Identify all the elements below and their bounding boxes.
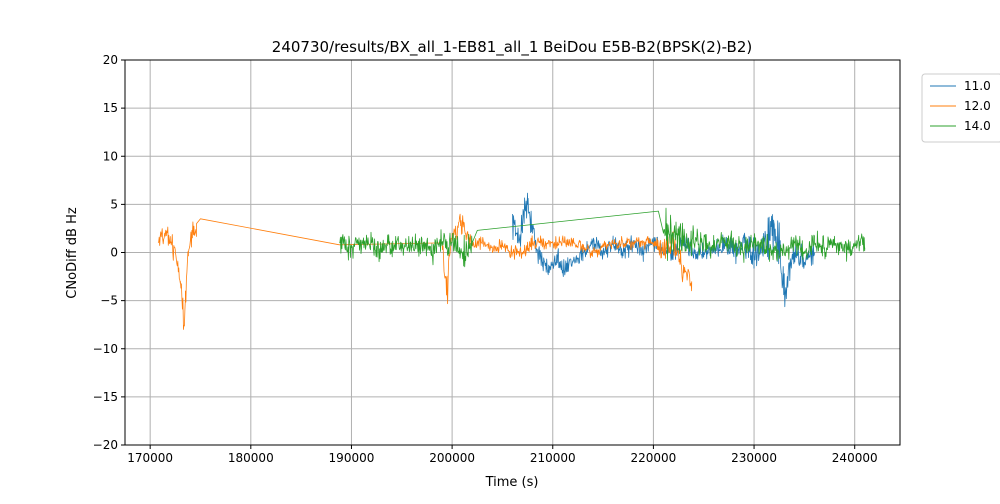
x-tick-label: 200000 [429, 451, 475, 465]
x-tick-label: 220000 [631, 451, 677, 465]
legend-label: 12.0 [964, 99, 991, 113]
x-tick-label: 240000 [832, 451, 878, 465]
y-tick-label: 10 [103, 149, 118, 163]
y-tick-label: −20 [93, 438, 118, 452]
chart-title: 240730/results/BX_all_1-EB81_all_1 BeiDo… [272, 38, 752, 57]
x-tick-label: 190000 [329, 451, 375, 465]
series-layer [157, 192, 866, 330]
y-tick-label: −10 [93, 342, 118, 356]
series-line-12.0 [157, 213, 693, 330]
x-tick-label: 230000 [731, 451, 777, 465]
y-tick-label: 20 [103, 53, 118, 67]
legend-box [921, 73, 1000, 143]
x-ticks: 170000 180000 190000 200000 210000 220000 2300… [127, 445, 878, 465]
y-tick-label: 15 [103, 101, 118, 115]
legend-label: 11.0 [964, 79, 991, 93]
series-line-14.0 [339, 207, 866, 268]
y-ticks: −20 −15 −10 −5 0 5 10 15 20 [93, 53, 125, 452]
x-tick-label: 210000 [530, 451, 576, 465]
y-tick-label: 0 [110, 246, 118, 260]
legend: 11.0 12.0 14.0 [921, 73, 1000, 143]
y-tick-label: 5 [110, 197, 118, 211]
legend-label: 14.0 [964, 119, 991, 133]
y-tick-label: −5 [100, 294, 118, 308]
x-tick-label: 170000 [127, 451, 173, 465]
y-axis-label: CNoDiff dB Hz [65, 207, 80, 299]
x-axis-label: Time (s) [485, 475, 539, 490]
x-tick-label: 180000 [228, 451, 274, 465]
y-tick-label: −15 [93, 390, 118, 404]
